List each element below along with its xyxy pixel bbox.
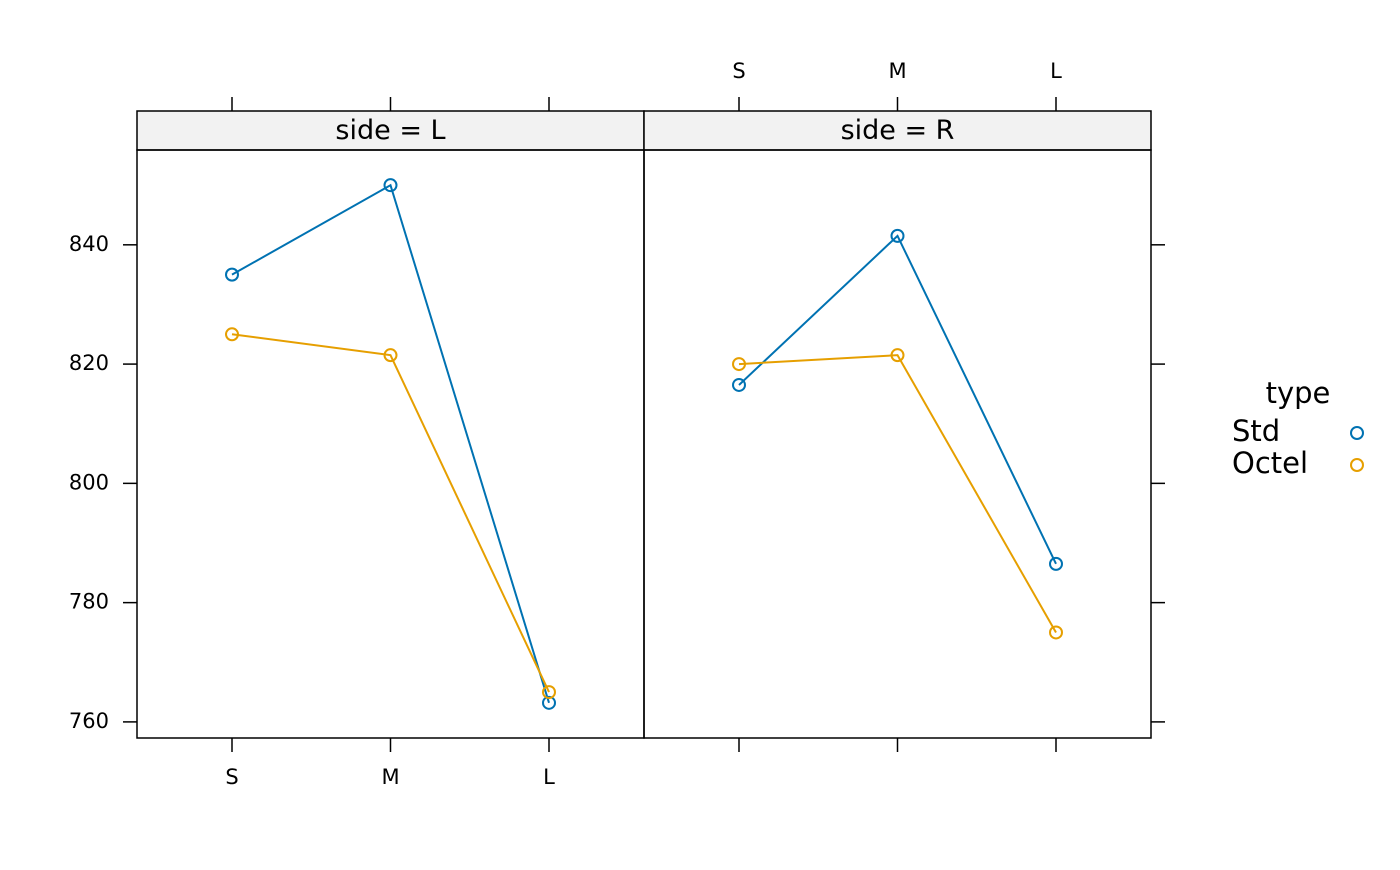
strip-title: side = R — [841, 115, 955, 146]
x-tick-label: M — [381, 765, 399, 789]
line — [231, 183, 550, 704]
legend-label: Std — [1232, 414, 1280, 448]
point — [890, 228, 905, 243]
x-tick-label: S — [225, 765, 238, 789]
x-tick-label: L — [1050, 59, 1062, 83]
line — [231, 333, 550, 693]
y-tick-label: 800 — [69, 470, 109, 494]
legend-label: Octel — [1232, 446, 1308, 480]
point — [383, 348, 398, 363]
panel — [136, 149, 645, 739]
point — [732, 377, 746, 392]
point — [890, 348, 905, 363]
x-tick-label: M — [888, 59, 906, 83]
y-tick-label: 780 — [69, 590, 109, 614]
point — [225, 327, 239, 342]
x-tick-label: S — [732, 59, 745, 83]
legend-marker — [1350, 458, 1364, 472]
point — [542, 695, 556, 710]
point — [732, 357, 746, 372]
strip-title: side = L — [335, 115, 445, 146]
line — [738, 234, 1057, 565]
y-tick-label: 840 — [69, 232, 109, 256]
point — [383, 178, 398, 193]
y-tick-label: 820 — [69, 351, 109, 375]
strip — [136, 110, 645, 151]
legend-title: type — [1266, 376, 1331, 410]
y-tick-label: 760 — [69, 709, 109, 733]
line — [738, 354, 1057, 633]
panel — [643, 149, 1152, 739]
point — [542, 685, 556, 700]
point — [225, 267, 239, 282]
point — [1049, 556, 1063, 571]
point — [1049, 625, 1063, 640]
x-tick-label: L — [543, 765, 555, 789]
legend-marker — [1350, 426, 1364, 440]
strip — [643, 110, 1152, 151]
